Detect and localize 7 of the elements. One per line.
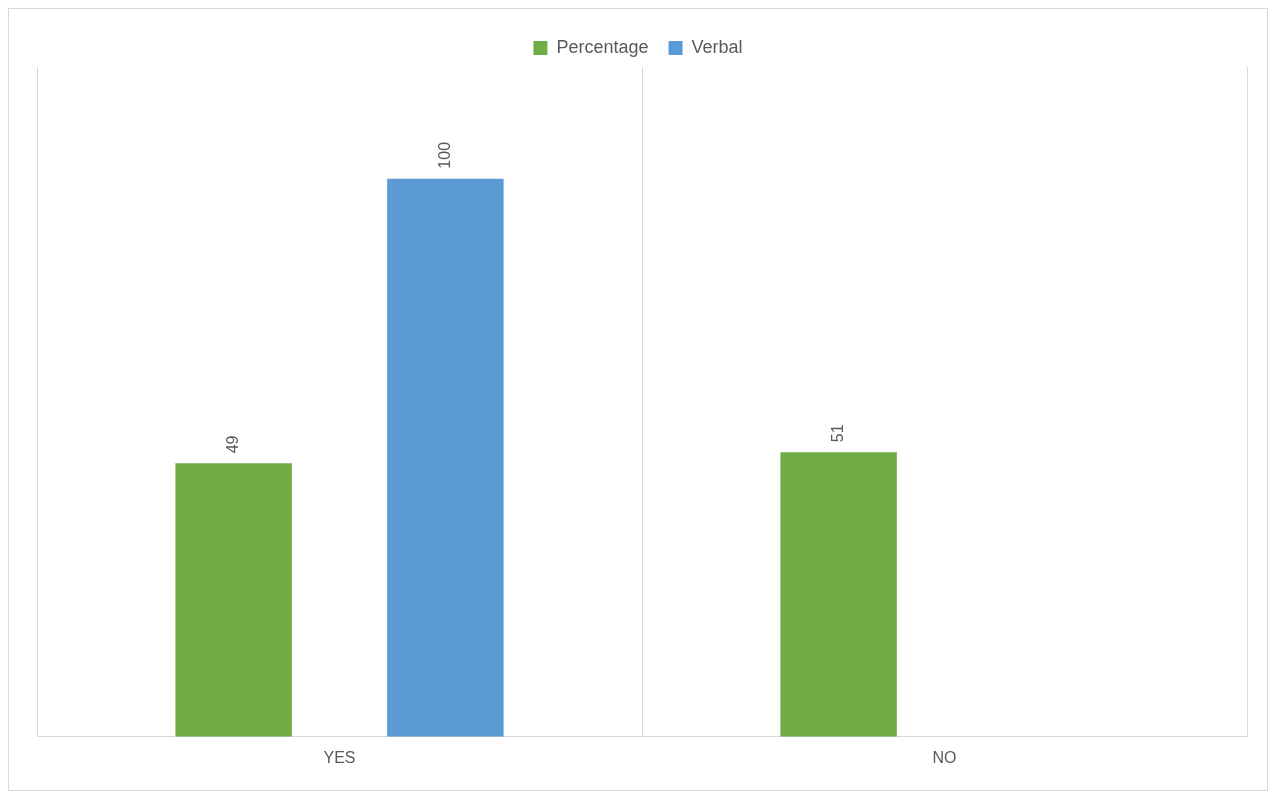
legend-label: Percentage	[556, 36, 649, 57]
data-label: 51	[829, 424, 847, 443]
legend-label: Verbal	[691, 36, 743, 57]
x-tick-label: NO	[932, 748, 957, 766]
x-tick-label: YES	[323, 748, 356, 766]
data-label: 100	[435, 141, 453, 169]
data-label: 49	[224, 435, 242, 454]
